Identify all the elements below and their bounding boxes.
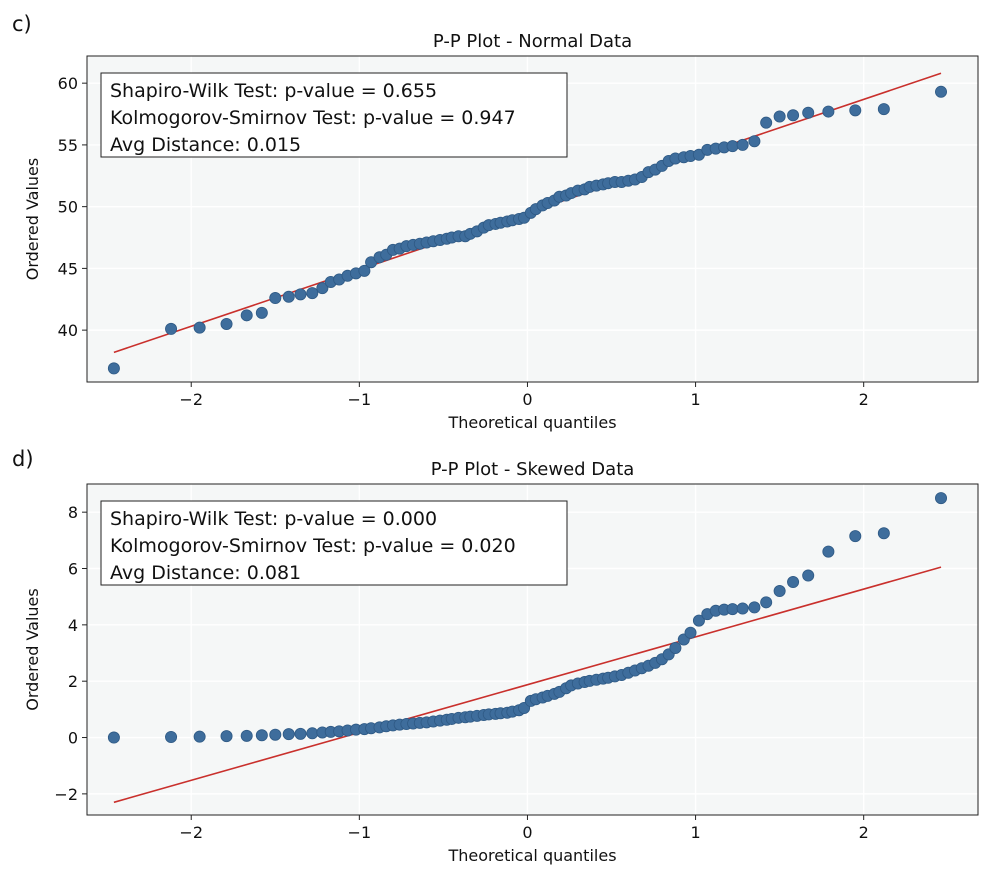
data-point — [802, 106, 815, 119]
data-point — [736, 602, 749, 615]
data-point — [935, 85, 948, 98]
data-point — [269, 728, 282, 741]
data-point — [787, 109, 800, 122]
data-point — [306, 287, 319, 300]
y-tick-label: 6 — [68, 560, 78, 579]
y-tick-label: 2 — [68, 672, 78, 691]
data-point — [220, 317, 233, 330]
x-axis-label: Theoretical quantiles — [447, 846, 616, 865]
y-tick-label: 0 — [68, 729, 78, 748]
data-point — [748, 601, 761, 614]
data-point — [684, 626, 697, 639]
fit-line — [113, 566, 942, 804]
x-tick-label: −1 — [348, 823, 372, 842]
data-point — [726, 603, 739, 616]
data-point — [107, 362, 120, 375]
data-point — [726, 140, 739, 153]
stats-annotation-box — [100, 72, 568, 158]
data-point — [306, 727, 319, 740]
data-point — [294, 288, 307, 301]
data-point — [849, 530, 862, 543]
y-axis-label: Ordered Values — [23, 588, 42, 710]
y-tick-label: 45 — [58, 259, 78, 278]
y-tick-label: 60 — [58, 74, 78, 93]
data-point — [669, 641, 682, 654]
data-point — [849, 104, 862, 117]
chart-panel-normal: c) −2 −1 0 1 2 40 45 50 55 60 P-P Plot - Normal Dat… — [12, 12, 979, 432]
x-tick-label: 1 — [690, 390, 700, 409]
panel-label: d) — [12, 447, 34, 471]
data-point — [165, 730, 178, 743]
data-point — [193, 730, 206, 743]
data-point — [107, 731, 120, 744]
data-point — [802, 569, 815, 582]
chart-panel-skewed: d) −2 −1 0 1 2 −2 0 2 4 6 8 P-P Plot - Skewed Data Th… — [12, 447, 979, 865]
stats-annotation-line: Shapiro-Wilk Test: p-value = 0.000 — [110, 508, 437, 530]
data-point — [269, 292, 282, 305]
data-point — [822, 105, 835, 118]
data-point — [282, 728, 295, 741]
y-tick-label: 55 — [58, 136, 78, 155]
x-tick-label: −2 — [179, 823, 203, 842]
data-point — [294, 727, 307, 740]
data-point — [358, 264, 371, 277]
data-point — [787, 576, 800, 589]
data-point — [240, 309, 253, 322]
x-tick-label: −2 — [179, 390, 203, 409]
data-point — [255, 306, 268, 319]
data-point — [240, 729, 253, 742]
data-point — [736, 138, 749, 151]
x-tick-label: 0 — [522, 390, 532, 409]
data-point — [255, 729, 268, 742]
x-tick-label: 1 — [690, 823, 700, 842]
y-tick-label: −2 — [54, 785, 78, 804]
x-tick-label: 2 — [859, 823, 869, 842]
data-point — [692, 614, 705, 627]
data-point — [193, 321, 206, 334]
data-point — [760, 116, 773, 129]
stats-annotation-line: Avg Distance: 0.015 — [110, 134, 301, 156]
chart-title: P-P Plot - Skewed Data — [431, 459, 635, 480]
plot-frame — [86, 483, 979, 816]
data-point — [165, 322, 178, 335]
data-point — [316, 282, 329, 295]
data-point — [748, 135, 761, 148]
y-tick-label: 50 — [58, 198, 78, 217]
x-tick-label: 0 — [522, 823, 532, 842]
stats-annotation-line: Avg Distance: 0.081 — [110, 562, 301, 584]
stats-annotation-box — [100, 500, 568, 586]
data-point — [282, 290, 295, 303]
stats-annotation-line: Kolmogorov-Smirnov Test: p-value = 0.020 — [110, 535, 516, 557]
plot-frame — [86, 55, 979, 383]
y-axis-label: Ordered Values — [23, 158, 42, 280]
x-tick-label: −1 — [348, 390, 372, 409]
stats-annotation-line: Kolmogorov-Smirnov Test: p-value = 0.947 — [110, 107, 516, 129]
data-point — [220, 730, 233, 743]
panel-label: c) — [12, 12, 32, 36]
y-tick-label: 4 — [68, 616, 78, 635]
y-tick-label: 40 — [58, 321, 78, 340]
data-point — [773, 110, 786, 123]
stats-annotation-line: Shapiro-Wilk Test: p-value = 0.655 — [110, 80, 437, 102]
data-point — [760, 596, 773, 609]
y-tick-label: 8 — [68, 503, 78, 522]
data-point — [877, 527, 890, 540]
x-tick-label: 2 — [859, 390, 869, 409]
x-axis-label: Theoretical quantiles — [447, 413, 616, 432]
data-point — [822, 545, 835, 558]
data-point — [935, 492, 948, 505]
data-point — [773, 585, 786, 598]
chart-title: P-P Plot - Normal Data — [433, 31, 632, 52]
data-point — [877, 103, 890, 116]
